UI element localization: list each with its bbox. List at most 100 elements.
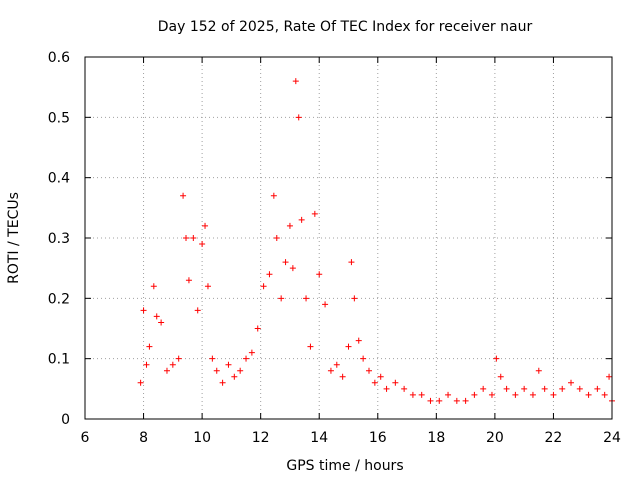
data-point [401, 385, 408, 392]
data-point [248, 349, 255, 356]
data-point [418, 391, 425, 398]
data-point [307, 343, 314, 350]
data-point [333, 361, 340, 368]
data-point [521, 385, 528, 392]
data-point [316, 271, 323, 278]
data-point [260, 283, 267, 290]
data-point [594, 385, 601, 392]
y-tick-label: 0.2 [48, 291, 70, 307]
data-point [266, 271, 273, 278]
data-point [204, 283, 211, 290]
data-point [529, 391, 536, 398]
data-point [512, 391, 519, 398]
data-point [436, 397, 443, 404]
grid-lines [85, 57, 612, 419]
plot-frame [84, 56, 613, 420]
data-point [175, 355, 182, 362]
data-point [295, 114, 302, 121]
x-tick-label: 10 [193, 430, 211, 446]
data-point [409, 391, 416, 398]
x-axis-label: GPS time / hours [286, 458, 403, 474]
data-point [348, 259, 355, 266]
y-tick-label: 0 [61, 412, 70, 428]
data-point [480, 385, 487, 392]
data-point [392, 379, 399, 386]
data-point [137, 379, 144, 386]
x-tick-label: 14 [310, 430, 328, 446]
data-point [360, 355, 367, 362]
data-point [559, 385, 566, 392]
data-point [282, 259, 289, 266]
y-tick-label: 0.1 [48, 352, 70, 368]
data-point [202, 222, 209, 229]
data-point [327, 367, 334, 374]
data-point [355, 337, 362, 344]
chart-title: Day 152 of 2025, Rate Of TEC Index for r… [158, 19, 533, 35]
data-point [209, 355, 216, 362]
data-point [180, 192, 187, 199]
data-point [541, 385, 548, 392]
data-point [339, 373, 346, 380]
data-point [471, 391, 478, 398]
data-point [453, 397, 460, 404]
x-tick-label: 24 [603, 430, 621, 446]
data-point [303, 295, 310, 302]
data-point [377, 373, 384, 380]
data-point [365, 367, 372, 374]
data-point [601, 391, 608, 398]
y-tick-label: 0.5 [48, 110, 70, 126]
data-point [568, 379, 575, 386]
data-point [237, 367, 244, 374]
data-point [298, 216, 305, 223]
x-tick-label: 22 [545, 430, 563, 446]
data-point [497, 373, 504, 380]
data-point [231, 373, 238, 380]
data-point [311, 210, 318, 217]
data-point [243, 355, 250, 362]
data-point [183, 235, 190, 241]
data-point [383, 385, 390, 392]
data-point [185, 277, 192, 284]
x-tick-label: 20 [486, 430, 504, 446]
y-axis-label: ROTI / TECUs [6, 192, 22, 284]
data-point [270, 192, 277, 199]
data-point [488, 391, 495, 398]
data-point [535, 367, 542, 374]
data-point [585, 391, 592, 398]
data-point [493, 355, 500, 362]
data-point [286, 222, 293, 229]
data-point [150, 283, 157, 290]
data-point [143, 361, 150, 368]
data-point [289, 265, 296, 272]
data-point [345, 343, 352, 350]
data-point [427, 397, 434, 404]
data-point [199, 241, 206, 248]
data-point [503, 385, 510, 392]
data-point [146, 343, 153, 350]
data-point [606, 373, 613, 380]
x-tick-label: 16 [369, 430, 387, 446]
data-point [219, 379, 226, 386]
data-point [190, 235, 197, 241]
x-tick-label: 6 [81, 430, 90, 446]
x-tick-label: 12 [252, 430, 270, 446]
data-point [371, 379, 378, 386]
data-point [278, 295, 285, 302]
data-point [273, 235, 280, 241]
data-point [445, 391, 452, 398]
data-point [462, 397, 469, 404]
data-point [225, 361, 232, 368]
x-tick-label: 8 [139, 430, 148, 446]
data-point [169, 361, 176, 368]
data-point [158, 319, 165, 326]
data-point [140, 307, 147, 314]
data-point [550, 391, 557, 398]
data-point [351, 295, 358, 302]
data-point [194, 307, 201, 314]
data-point [153, 313, 160, 320]
data-points [137, 78, 615, 404]
axis-ticks: 6 8 10 12 14 16 18 20 22 24 0 0.1 0.2 0.3 0.4 0.5 0.6 [48, 50, 621, 446]
data-point [576, 385, 583, 392]
data-point [213, 367, 220, 374]
data-point [322, 301, 329, 308]
